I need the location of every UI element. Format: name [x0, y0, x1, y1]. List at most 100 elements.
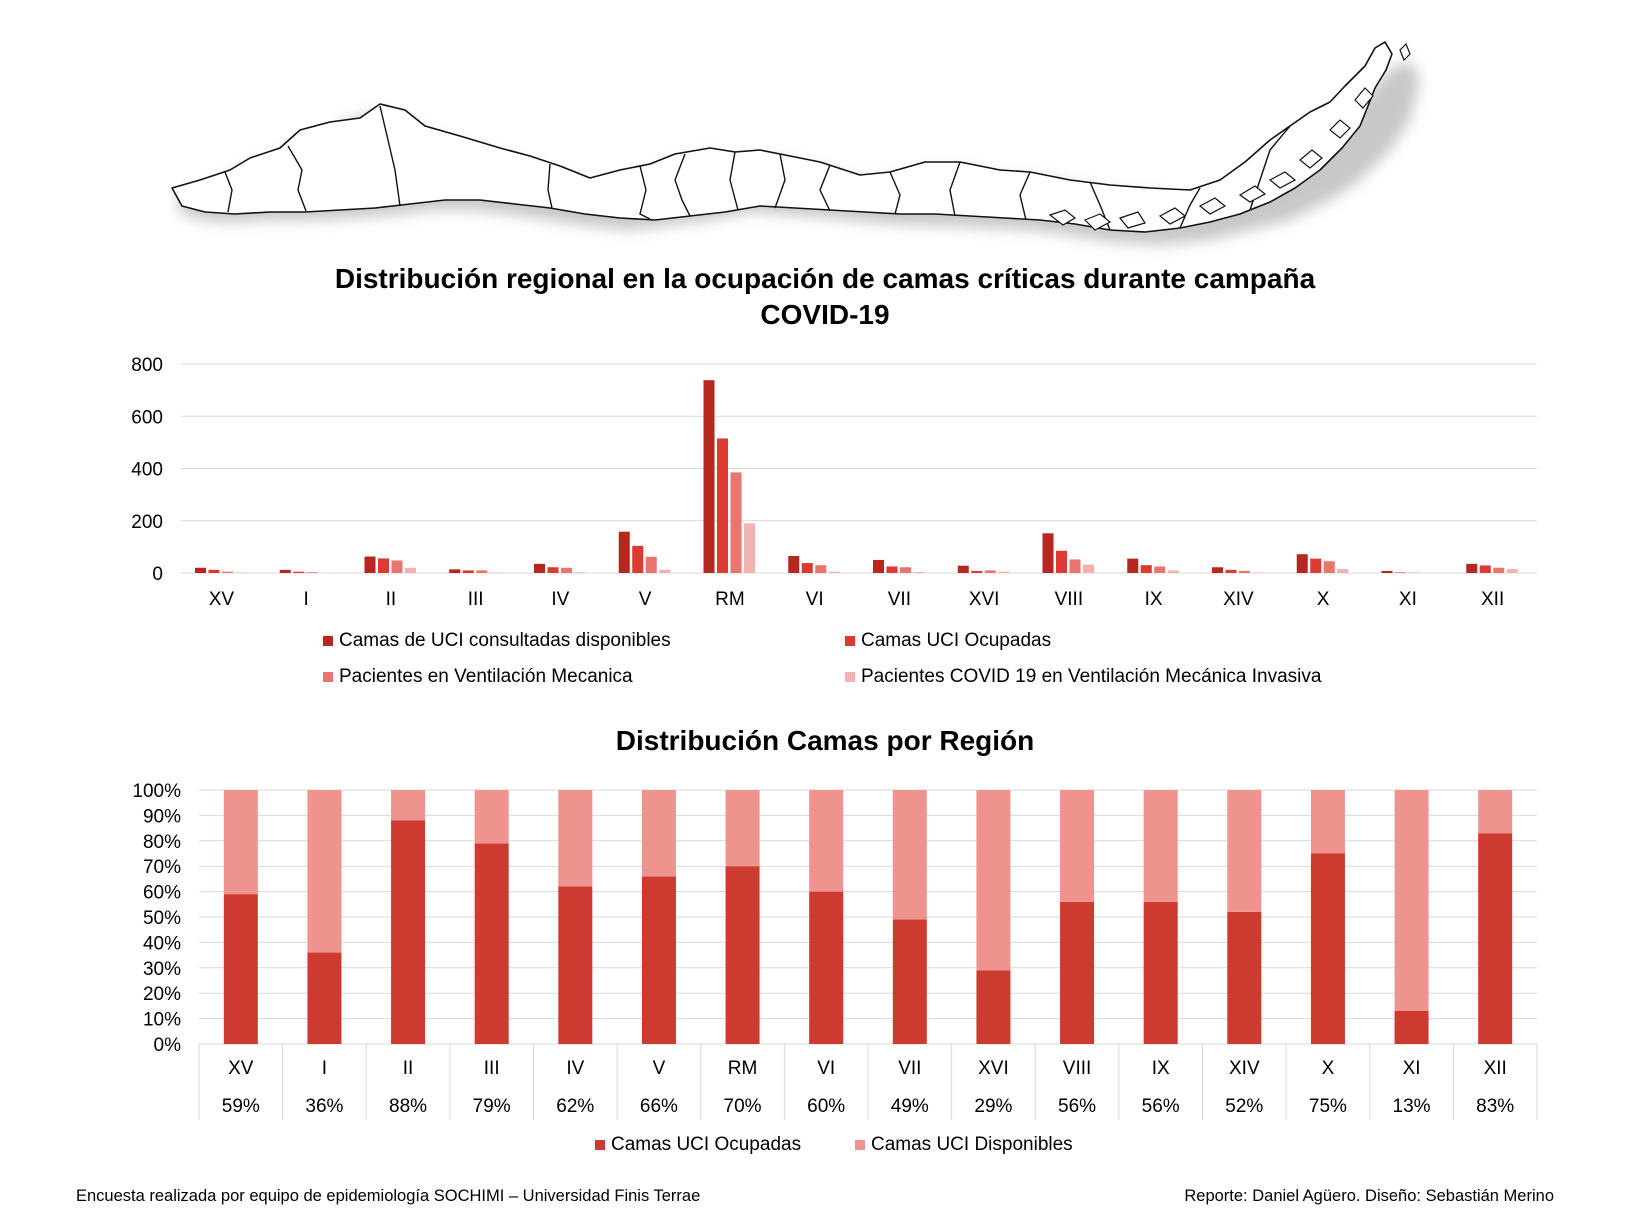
y-tick-label: 400	[131, 460, 163, 481]
bar	[900, 567, 911, 573]
stacked-bar-segment	[641, 790, 676, 877]
bar	[405, 567, 416, 573]
stacked-bar-segment	[1060, 790, 1095, 902]
x-tick-label: I	[322, 1058, 327, 1079]
bar	[235, 572, 247, 573]
chart2-legend-item-1: Camas UCI Ocupadas	[595, 1134, 801, 1156]
bar	[815, 565, 827, 573]
chart1-legend-item-1: Camas de UCI consultadas disponibles	[323, 630, 671, 652]
bar	[730, 472, 742, 573]
map-region-borders	[224, 105, 1291, 231]
x-tick-label: VI	[806, 589, 824, 610]
data-table-value: 56%	[1142, 1096, 1180, 1117]
bar	[703, 380, 715, 573]
x-tick-label: IV	[551, 589, 569, 610]
bar	[984, 570, 996, 573]
x-tick-label: IV	[566, 1058, 584, 1079]
x-tick-label: VIII	[1063, 1058, 1092, 1079]
data-table-value: 66%	[640, 1096, 678, 1117]
stacked-bar-segment	[976, 790, 1011, 971]
bar	[1212, 567, 1223, 573]
data-table-value: 59%	[222, 1096, 260, 1117]
x-tick-label: IX	[1145, 589, 1163, 610]
stacked-bar-segment	[223, 790, 258, 895]
stacked-bar-segment	[725, 790, 760, 867]
legend-label: Camas UCI Ocupadas	[861, 630, 1052, 651]
bar	[1056, 550, 1067, 573]
legend-swatch-pink	[845, 672, 855, 682]
bar	[489, 572, 501, 573]
stacked-bar-segment	[892, 919, 927, 1044]
bar	[208, 569, 220, 573]
legend-swatch-dark-red	[323, 636, 333, 646]
bar	[462, 570, 474, 573]
legend-label: Camas UCI Ocupadas	[611, 1134, 802, 1155]
stacked-bar-segment	[1227, 790, 1262, 912]
bar	[306, 572, 318, 573]
stacked-bar-segment	[1310, 790, 1345, 854]
stacked-bar-segment	[809, 891, 844, 1044]
y-tick-label: 10%	[143, 1010, 181, 1031]
y-tick-label: 30%	[143, 959, 181, 980]
bar	[1239, 570, 1250, 573]
x-tick-label: XII	[1484, 1058, 1507, 1079]
footer-credits: Reporte: Daniel Agüero. Diseño: Sebastiá…	[1184, 1187, 1554, 1205]
data-table-value: 70%	[724, 1096, 762, 1117]
stacked-bar-segment	[1143, 790, 1178, 902]
x-tick-label: X	[1317, 589, 1330, 610]
stacked-bar-segment	[1310, 853, 1345, 1044]
bar	[391, 560, 403, 573]
data-table-value: 62%	[556, 1096, 594, 1117]
bar	[378, 558, 389, 573]
legend-swatch-occupied	[595, 1140, 605, 1150]
chart1-title-line1: Distribución regional en la ocupación de…	[334, 263, 1316, 294]
stacked-bar-segment	[641, 876, 676, 1044]
bar	[279, 569, 291, 573]
bar	[801, 563, 813, 573]
x-tick-label: VII	[888, 589, 911, 610]
y-tick-label: 50%	[143, 908, 181, 929]
y-tick-label: 800	[131, 355, 163, 376]
x-tick-label: V	[639, 589, 652, 610]
stacked-bar-segment	[558, 790, 593, 887]
bar	[1479, 565, 1491, 573]
bar	[1127, 558, 1139, 573]
x-tick-label: II	[386, 589, 397, 610]
stacked-bar-segment	[1478, 790, 1513, 834]
bar	[717, 438, 728, 573]
bar	[561, 567, 572, 573]
data-table-value: 29%	[974, 1096, 1012, 1117]
data-table-value: 88%	[389, 1096, 427, 1117]
x-tick-label: III	[468, 589, 484, 610]
legend-swatch-available	[855, 1140, 865, 1150]
x-tick-label: IX	[1152, 1058, 1170, 1079]
bar	[1042, 533, 1054, 573]
chart1-legend-item-4: Pacientes COVID 19 en Ventilación Mecáni…	[845, 666, 1321, 688]
data-table-value: 79%	[473, 1096, 511, 1117]
bar	[1506, 569, 1518, 573]
bar	[1323, 561, 1335, 573]
chart2-legend-item-2: Camas UCI Disponibles	[855, 1134, 1073, 1156]
bar	[1154, 566, 1166, 573]
bar	[998, 571, 1010, 573]
chart1-legend-item-3: Pacientes en Ventilación Mecanica	[323, 666, 633, 688]
stacked-bar-segment	[1478, 833, 1513, 1044]
y-tick-label: 40%	[143, 933, 181, 954]
x-tick-label: XI	[1399, 589, 1417, 610]
stacked-bar-segment	[1394, 1010, 1429, 1044]
legend-label: Camas de UCI consultadas disponibles	[339, 630, 671, 651]
y-tick-label: 80%	[143, 832, 181, 853]
chile-map	[170, 30, 1530, 270]
y-tick-label: 90%	[143, 806, 181, 827]
bar	[828, 571, 840, 573]
footer-source: Encuesta realizada por equipo de epidemi…	[76, 1187, 701, 1205]
legend-swatch-red	[845, 636, 855, 646]
data-table-value: 56%	[1058, 1096, 1096, 1117]
stacked-bar-segment	[725, 866, 760, 1044]
bar	[886, 566, 898, 573]
bar	[1069, 559, 1081, 573]
stacked-bar-segment	[474, 790, 509, 844]
x-tick-label: RM	[715, 589, 745, 610]
bar	[645, 556, 657, 573]
